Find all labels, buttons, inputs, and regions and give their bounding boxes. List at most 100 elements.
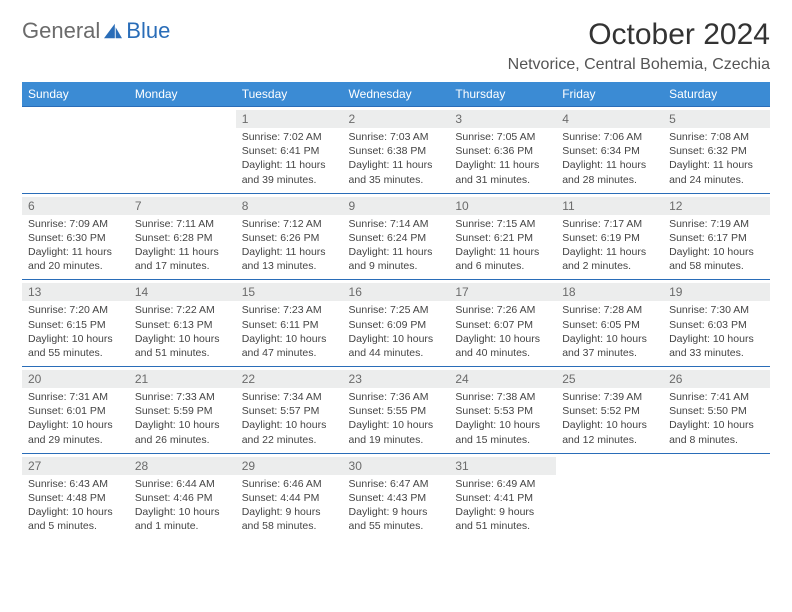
sunrise-text: Sunrise: 7:39 AM [562,390,657,404]
sunset-text: Sunset: 4:43 PM [349,491,444,505]
sunset-text: Sunset: 4:44 PM [242,491,337,505]
day-number: 27 [22,457,129,475]
sunrise-text: Sunrise: 6:44 AM [135,477,230,491]
sunrise-text: Sunrise: 7:08 AM [669,130,764,144]
day-number: 7 [129,197,236,215]
cell-body: Sunrise: 7:20 AMSunset: 6:15 PMDaylight:… [28,303,123,360]
day-number: 28 [129,457,236,475]
cell-body: Sunrise: 7:31 AMSunset: 6:01 PMDaylight:… [28,390,123,447]
col-friday: Friday [556,82,663,107]
calendar-cell [22,107,129,194]
sunrise-text: Sunrise: 7:28 AM [562,303,657,317]
sunset-text: Sunset: 4:46 PM [135,491,230,505]
day-number: 4 [556,110,663,128]
day-number: 3 [449,110,556,128]
brand-part1: General [22,18,100,44]
calendar-cell: 7 Sunrise: 7:11 AMSunset: 6:28 PMDaylight… [129,193,236,280]
daylight-text: Daylight: 10 hours and 26 minutes. [135,418,230,446]
day-number: 13 [22,283,129,301]
day-number: 2 [343,110,450,128]
day-number: 29 [236,457,343,475]
calendar-cell: 28Sunrise: 6:44 AMSunset: 4:46 PMDayligh… [129,453,236,539]
cell-body: Sunrise: 7:11 AMSunset: 6:28 PMDaylight:… [135,217,230,274]
daylight-text: Daylight: 10 hours and 8 minutes. [669,418,764,446]
cell-body: Sunrise: 7:17 AMSunset: 6:19 PMDaylight:… [562,217,657,274]
daylight-text: Daylight: 11 hours and 24 minutes. [669,158,764,186]
calendar-cell: 9Sunrise: 7:14 AMSunset: 6:24 PMDaylight… [343,193,450,280]
cell-body: Sunrise: 7:38 AMSunset: 5:53 PMDaylight:… [455,390,550,447]
sunrise-text: Sunrise: 7:22 AM [135,303,230,317]
sunrise-text: Sunrise: 7:25 AM [349,303,444,317]
cell-body: Sunrise: 7:08 AMSunset: 6:32 PMDaylight:… [669,130,764,187]
calendar-cell: 19Sunrise: 7:30 AMSunset: 6:03 PMDayligh… [663,280,770,367]
daylight-text: Daylight: 10 hours and 15 minutes. [455,418,550,446]
header: General Blue October 2024 Netvorice, Cen… [22,18,770,74]
sunset-text: Sunset: 6:21 PM [455,231,550,245]
day-number: 5 [663,110,770,128]
daylight-text: Daylight: 11 hours and 39 minutes. [242,158,337,186]
daylight-text: Daylight: 11 hours and 2 minutes. [562,245,657,273]
sunset-text: Sunset: 6:30 PM [28,231,123,245]
day-number: 10 [449,197,556,215]
sunrise-text: Sunrise: 7:33 AM [135,390,230,404]
sunrise-text: Sunrise: 7:23 AM [242,303,337,317]
calendar-row: 20Sunrise: 7:31 AMSunset: 6:01 PMDayligh… [22,367,770,454]
calendar-cell: 16Sunrise: 7:25 AMSunset: 6:09 PMDayligh… [343,280,450,367]
sunrise-text: Sunrise: 7:05 AM [455,130,550,144]
cell-body: Sunrise: 7:23 AMSunset: 6:11 PMDaylight:… [242,303,337,360]
daylight-text: Daylight: 10 hours and 19 minutes. [349,418,444,446]
sunset-text: Sunset: 4:48 PM [28,491,123,505]
sunrise-text: Sunrise: 7:26 AM [455,303,550,317]
day-number: 25 [556,370,663,388]
calendar-cell: 2 Sunrise: 7:03 AMSunset: 6:38 PMDaylight… [343,107,450,194]
sunrise-text: Sunrise: 7:03 AM [349,130,444,144]
calendar-cell: 18Sunrise: 7:28 AMSunset: 6:05 PMDayligh… [556,280,663,367]
col-wednesday: Wednesday [343,82,450,107]
day-number: 24 [449,370,556,388]
calendar-cell: 27 Sunrise: 6:43 AMSunset: 4:48 PMDayligh… [22,453,129,539]
calendar-row: 27Sunrise: 6:43 AMSunset: 4:48 PMDayligh… [22,453,770,539]
calendar-cell: 23Sunrise: 7:36 AMSunset: 5:55 PMDayligh… [343,367,450,454]
day-number: 14 [129,283,236,301]
sunset-text: Sunset: 5:55 PM [349,404,444,418]
daylight-text: Daylight: 10 hours and 5 minutes. [28,505,123,533]
day-number: 1 [236,110,343,128]
sunrise-text: Sunrise: 7:17 AM [562,217,657,231]
sunrise-text: Sunrise: 7:15 AM [455,217,550,231]
sunrise-text: Sunrise: 7:14 AM [349,217,444,231]
sunrise-text: Sunrise: 7:31 AM [28,390,123,404]
daylight-text: Daylight: 10 hours and 44 minutes. [349,332,444,360]
cell-body: Sunrise: 7:36 AMSunset: 5:55 PMDaylight:… [349,390,444,447]
daylight-text: Daylight: 11 hours and 35 minutes. [349,158,444,186]
cell-body: Sunrise: 7:05 AMSunset: 6:36 PMDaylight:… [455,130,550,187]
sunrise-text: Sunrise: 7:34 AM [242,390,337,404]
col-monday: Monday [129,82,236,107]
daylight-text: Daylight: 9 hours and 55 minutes. [349,505,444,533]
sunset-text: Sunset: 6:15 PM [28,318,123,332]
calendar-cell: 25Sunrise: 7:39 AMSunset: 5:52 PMDayligh… [556,367,663,454]
col-saturday: Saturday [663,82,770,107]
sunset-text: Sunset: 6:09 PM [349,318,444,332]
day-number: 31 [449,457,556,475]
sunrise-text: Sunrise: 7:11 AM [135,217,230,231]
daylight-text: Daylight: 10 hours and 58 minutes. [669,245,764,273]
sunset-text: Sunset: 6:28 PM [135,231,230,245]
sunrise-text: Sunrise: 7:30 AM [669,303,764,317]
sunrise-text: Sunrise: 7:12 AM [242,217,337,231]
cell-body: Sunrise: 7:03 AMSunset: 6:38 PMDaylight:… [349,130,444,187]
sunrise-text: Sunrise: 7:20 AM [28,303,123,317]
sunset-text: Sunset: 6:17 PM [669,231,764,245]
day-number: 18 [556,283,663,301]
sunset-text: Sunset: 6:26 PM [242,231,337,245]
calendar-row: 13Sunrise: 7:20 AMSunset: 6:15 PMDayligh… [22,280,770,367]
calendar-cell: 6Sunrise: 7:09 AMSunset: 6:30 PMDaylight… [22,193,129,280]
cell-body: Sunrise: 7:25 AMSunset: 6:09 PMDaylight:… [349,303,444,360]
calendar-cell: 13 Sunrise: 7:20 AMSunset: 6:15 PMDayligh… [22,280,129,367]
sunrise-text: Sunrise: 6:43 AM [28,477,123,491]
sunset-text: Sunset: 6:32 PM [669,144,764,158]
daylight-text: Daylight: 10 hours and 22 minutes. [242,418,337,446]
daylight-text: Daylight: 11 hours and 17 minutes. [135,245,230,273]
calendar-cell: 22Sunrise: 7:34 AMSunset: 5:57 PMDayligh… [236,367,343,454]
cell-body: Sunrise: 7:15 AMSunset: 6:21 PMDaylight:… [455,217,550,274]
sunrise-text: Sunrise: 7:19 AM [669,217,764,231]
